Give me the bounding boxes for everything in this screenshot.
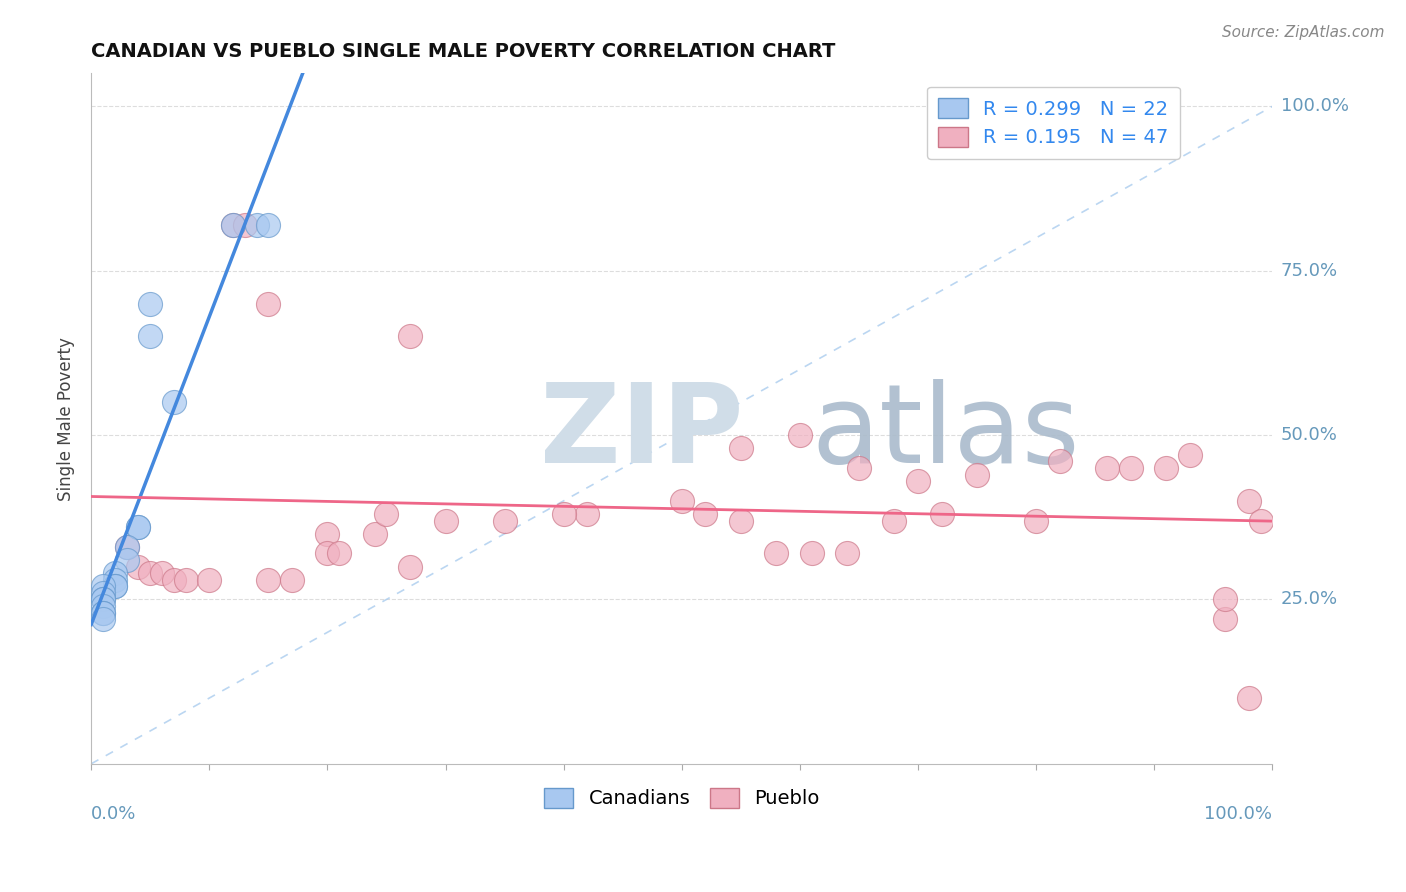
Point xyxy=(1237,691,1260,706)
Point xyxy=(104,566,127,581)
Point xyxy=(91,592,114,607)
Point xyxy=(163,573,186,587)
Legend: Canadians, Pueblo: Canadians, Pueblo xyxy=(536,780,828,816)
Point xyxy=(1213,612,1236,626)
Point xyxy=(222,218,245,232)
Point xyxy=(115,540,138,554)
Text: 100.0%: 100.0% xyxy=(1281,97,1348,115)
Point xyxy=(494,514,516,528)
Point xyxy=(328,546,350,560)
Text: 25.0%: 25.0% xyxy=(1281,591,1339,608)
Point xyxy=(1154,461,1177,475)
Point xyxy=(1213,592,1236,607)
Text: 50.0%: 50.0% xyxy=(1281,426,1337,444)
Point xyxy=(91,599,114,613)
Point xyxy=(150,566,173,581)
Point xyxy=(1095,461,1118,475)
Point xyxy=(139,329,162,343)
Point xyxy=(1025,514,1047,528)
Point xyxy=(883,514,905,528)
Point xyxy=(800,546,823,560)
Point xyxy=(139,566,162,581)
Point xyxy=(1119,461,1142,475)
Text: CANADIAN VS PUEBLO SINGLE MALE POVERTY CORRELATION CHART: CANADIAN VS PUEBLO SINGLE MALE POVERTY C… xyxy=(91,42,835,61)
Text: Source: ZipAtlas.com: Source: ZipAtlas.com xyxy=(1222,25,1385,40)
Point xyxy=(966,467,988,482)
Point xyxy=(91,606,114,620)
Point xyxy=(104,573,127,587)
Point xyxy=(174,573,197,587)
Point xyxy=(222,218,245,232)
Point xyxy=(375,507,398,521)
Y-axis label: Single Male Poverty: Single Male Poverty xyxy=(58,336,75,500)
Point xyxy=(837,546,859,560)
Point xyxy=(1250,514,1272,528)
Point xyxy=(127,520,149,534)
Point xyxy=(115,553,138,567)
Point xyxy=(730,441,752,455)
Point xyxy=(1237,493,1260,508)
Point xyxy=(1178,448,1201,462)
Point xyxy=(399,559,422,574)
Point xyxy=(553,507,575,521)
Point xyxy=(789,428,811,442)
Point xyxy=(848,461,870,475)
Point xyxy=(765,546,787,560)
Point xyxy=(907,474,929,488)
Point xyxy=(730,514,752,528)
Point xyxy=(245,218,267,232)
Point xyxy=(233,218,256,232)
Text: ZIP: ZIP xyxy=(540,379,744,486)
Point xyxy=(576,507,599,521)
Point xyxy=(91,586,114,600)
Point xyxy=(671,493,693,508)
Point xyxy=(104,579,127,593)
Point xyxy=(91,606,114,620)
Text: 0.0%: 0.0% xyxy=(91,805,136,823)
Text: 100.0%: 100.0% xyxy=(1205,805,1272,823)
Point xyxy=(695,507,717,521)
Point xyxy=(198,573,221,587)
Point xyxy=(127,559,149,574)
Point xyxy=(91,592,114,607)
Point xyxy=(316,526,339,541)
Point xyxy=(257,296,280,310)
Point xyxy=(363,526,385,541)
Point xyxy=(104,579,127,593)
Point xyxy=(163,395,186,409)
Point xyxy=(931,507,953,521)
Point xyxy=(91,579,114,593)
Point xyxy=(1049,454,1071,468)
Text: atlas: atlas xyxy=(811,379,1080,486)
Point xyxy=(399,329,422,343)
Point xyxy=(91,612,114,626)
Text: 75.0%: 75.0% xyxy=(1281,261,1339,280)
Point xyxy=(281,573,304,587)
Point xyxy=(257,573,280,587)
Point xyxy=(257,218,280,232)
Point xyxy=(115,540,138,554)
Point xyxy=(139,296,162,310)
Point xyxy=(127,520,149,534)
Point xyxy=(434,514,457,528)
Point xyxy=(316,546,339,560)
